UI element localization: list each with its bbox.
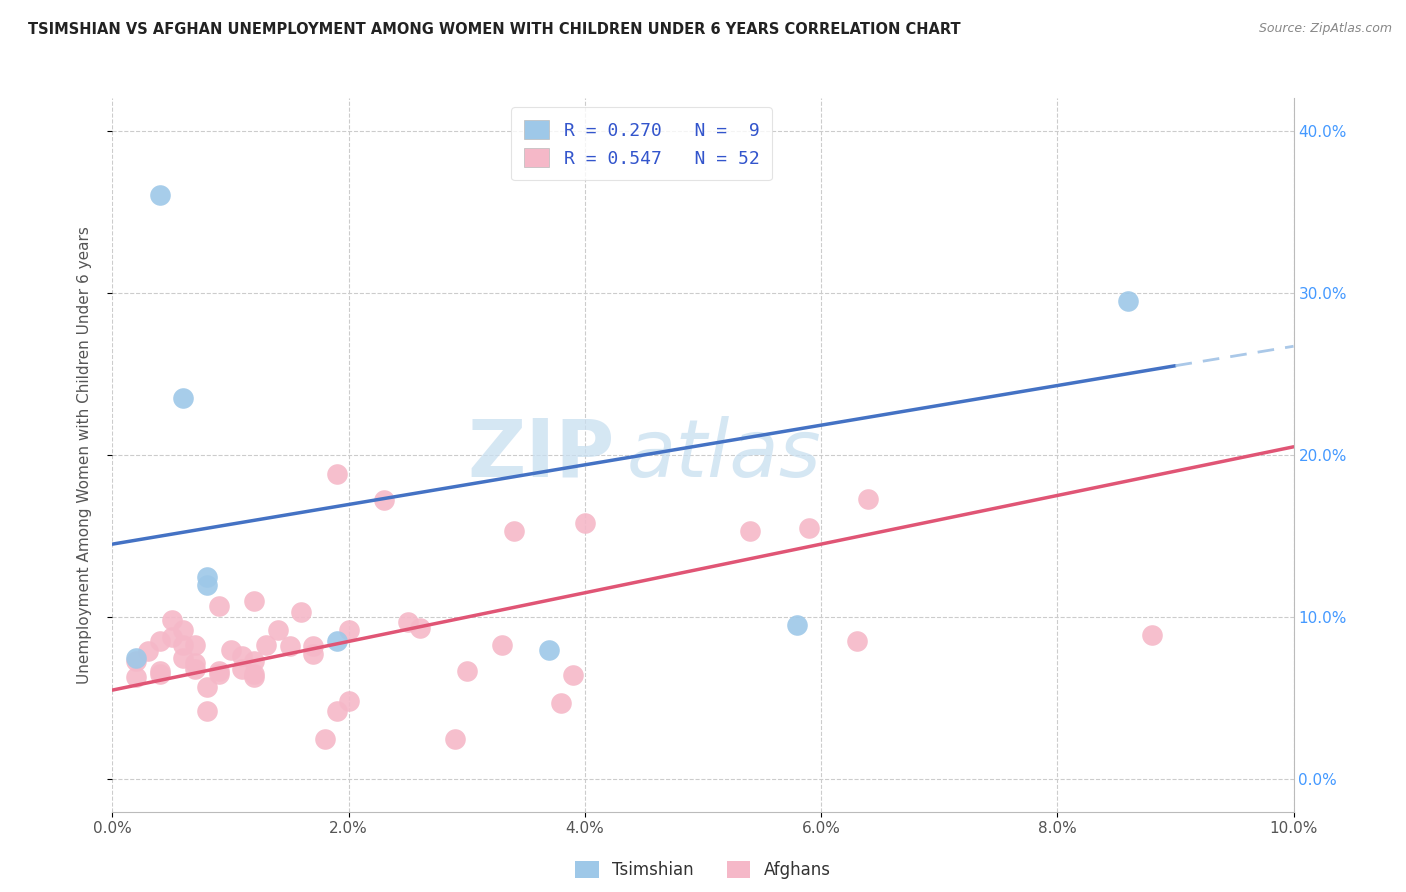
Point: [195, 704, 218, 718]
Point: [184, 662, 207, 676]
Point: [396, 615, 419, 629]
Point: [243, 594, 266, 608]
Point: [562, 668, 585, 682]
Point: [172, 391, 194, 405]
Point: [337, 623, 360, 637]
Point: [503, 524, 526, 538]
Point: [1140, 628, 1163, 642]
Point: [243, 670, 266, 684]
Point: [208, 664, 231, 678]
Point: [337, 694, 360, 708]
Text: atlas: atlas: [626, 416, 821, 494]
Point: [184, 638, 207, 652]
Legend: Tsimshian, Afghans: Tsimshian, Afghans: [568, 854, 838, 886]
Point: [160, 613, 183, 627]
Point: [302, 648, 325, 662]
Point: [149, 634, 172, 648]
Point: [491, 638, 513, 652]
Point: [149, 188, 172, 202]
Point: [326, 634, 349, 648]
Point: [160, 630, 183, 644]
Point: [444, 731, 467, 746]
Point: [278, 640, 301, 654]
Point: [208, 599, 231, 613]
Point: [550, 696, 572, 710]
Point: [799, 521, 821, 535]
Point: [136, 644, 159, 658]
Point: [302, 640, 325, 654]
Point: [326, 704, 349, 718]
Point: [456, 664, 478, 678]
Text: ZIP: ZIP: [467, 416, 614, 494]
Point: [326, 467, 349, 482]
Point: [125, 650, 148, 665]
Point: [538, 642, 561, 657]
Point: [243, 666, 266, 681]
Point: [858, 491, 880, 506]
Point: [231, 662, 253, 676]
Point: [172, 650, 194, 665]
Point: [195, 569, 218, 583]
Point: [125, 654, 148, 668]
Point: [243, 654, 266, 668]
Point: [195, 577, 218, 591]
Text: TSIMSHIAN VS AFGHAN UNEMPLOYMENT AMONG WOMEN WITH CHILDREN UNDER 6 YEARS CORRELA: TSIMSHIAN VS AFGHAN UNEMPLOYMENT AMONG W…: [28, 22, 960, 37]
Point: [125, 670, 148, 684]
Point: [219, 642, 242, 657]
Point: [408, 622, 430, 636]
Text: Source: ZipAtlas.com: Source: ZipAtlas.com: [1258, 22, 1392, 36]
Point: [254, 638, 277, 652]
Point: [172, 638, 194, 652]
Point: [267, 623, 290, 637]
Y-axis label: Unemployment Among Women with Children Under 6 years: Unemployment Among Women with Children U…: [77, 226, 91, 684]
Point: [314, 731, 336, 746]
Point: [195, 680, 218, 694]
Point: [574, 516, 596, 530]
Point: [231, 648, 253, 663]
Point: [740, 524, 762, 538]
Point: [149, 664, 172, 678]
Point: [172, 623, 194, 637]
Point: [208, 666, 231, 681]
Point: [845, 634, 868, 648]
Point: [373, 493, 395, 508]
Point: [149, 666, 172, 681]
Point: [290, 605, 312, 619]
Point: [786, 618, 808, 632]
Point: [184, 656, 207, 670]
Point: [1116, 293, 1139, 308]
